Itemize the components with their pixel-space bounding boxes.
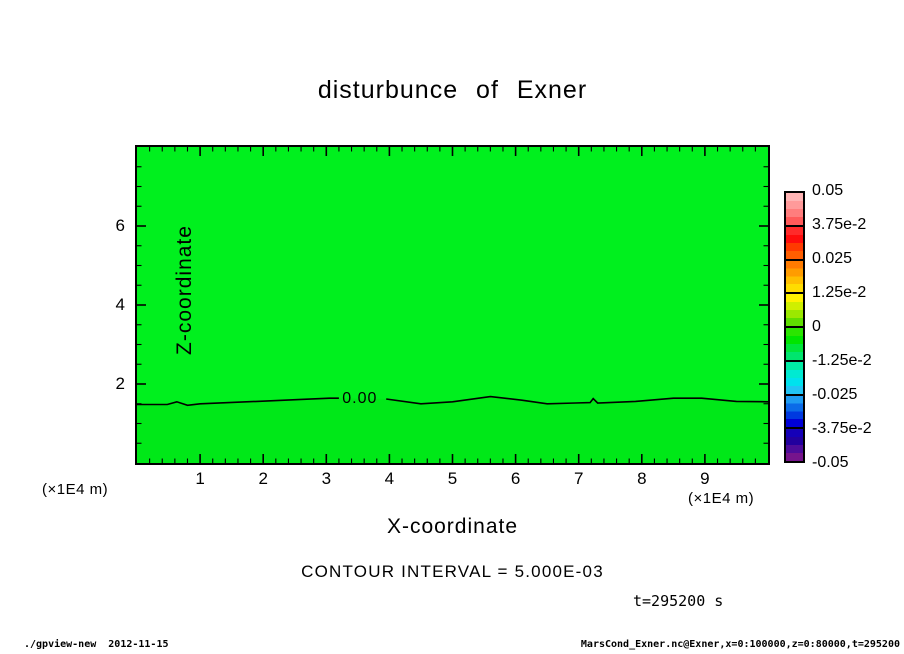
- chart-title: disturbunce of Exner: [317, 76, 588, 104]
- colorbar-section: [786, 258, 803, 293]
- contour-plot-svg: [137, 147, 768, 463]
- colorbar-section: [786, 292, 803, 326]
- colorbar-tick-label: 1.25e-2: [812, 284, 867, 301]
- y-tick-label: 4: [115, 295, 125, 314]
- colorbar: [784, 191, 805, 463]
- zero-contour-line: [386, 395, 768, 405]
- colorbar-section: [786, 224, 803, 259]
- colorbar-section: [786, 359, 803, 394]
- x-tick-label: 2: [258, 469, 268, 488]
- y-axis-unit-label: (×1E4 m): [42, 481, 109, 498]
- contour-interval-text: CONTOUR INTERVAL = 5.000E-03: [301, 562, 604, 581]
- x-tick-label: 3: [321, 469, 332, 488]
- x-tick-label: 5: [447, 469, 458, 488]
- footer-data-source-stamp: MarsCond_Exner.nc@Exner,x=0:100000,z=0:8…: [580, 639, 900, 650]
- zero-contour-line: [137, 397, 339, 407]
- colorbar-tick-label: -0.05: [812, 454, 849, 471]
- x-axis-title: X-coordinate: [386, 515, 519, 538]
- colorbar-tick-label: -3.75e-2: [812, 420, 872, 437]
- x-tick-label: 6: [510, 469, 521, 488]
- plot-area: 0.00: [135, 145, 770, 465]
- colorbar-tick-label: 3.75e-2: [812, 216, 867, 233]
- zero-contour-label: 0.00: [342, 390, 378, 407]
- colorbar-tick-label: -1.25e-2: [812, 352, 872, 369]
- colorbar-tick-label: 0: [812, 318, 821, 335]
- time-annotation: t=295200 s: [633, 592, 724, 610]
- y-tick-label: 6: [115, 216, 125, 235]
- colorbar-section: [786, 393, 803, 428]
- x-axis-unit-label: (×1E4 m): [688, 490, 755, 507]
- colorbar-tick-label: -0.025: [812, 386, 858, 403]
- x-tick-label: 1: [195, 469, 205, 488]
- y-axis-title: Z-coordinate: [173, 225, 196, 355]
- colorbar-section: [786, 427, 803, 461]
- colorbar-tick-label: 0.025: [812, 250, 853, 267]
- x-tick-label: 7: [573, 469, 584, 488]
- colorbar-tick-label: 0.05: [812, 182, 844, 199]
- colorbar-section: [786, 193, 803, 225]
- x-tick-label: 8: [637, 469, 647, 488]
- x-tick-label: 4: [384, 469, 395, 488]
- colorbar-section: [786, 326, 803, 360]
- footer-program-stamp: ./gpview-new 2012-11-15: [24, 639, 169, 650]
- negative-field-region: [137, 396, 768, 463]
- y-tick-label: 2: [115, 374, 125, 393]
- x-tick-label: 9: [700, 469, 710, 488]
